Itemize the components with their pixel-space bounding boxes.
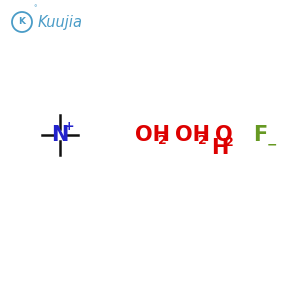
Text: H: H bbox=[211, 138, 228, 158]
Text: 2: 2 bbox=[158, 134, 167, 146]
Text: °: ° bbox=[33, 5, 37, 11]
Text: N: N bbox=[51, 125, 69, 145]
Text: 2: 2 bbox=[225, 136, 234, 149]
Text: +: + bbox=[64, 121, 74, 134]
Text: 2: 2 bbox=[198, 134, 207, 146]
Text: F: F bbox=[253, 125, 267, 145]
Text: OH: OH bbox=[175, 125, 210, 145]
Text: K: K bbox=[19, 17, 26, 26]
Text: O: O bbox=[215, 125, 232, 145]
Text: OH: OH bbox=[135, 125, 170, 145]
Text: Kuujia: Kuujia bbox=[38, 14, 83, 29]
Text: −: − bbox=[267, 139, 278, 152]
